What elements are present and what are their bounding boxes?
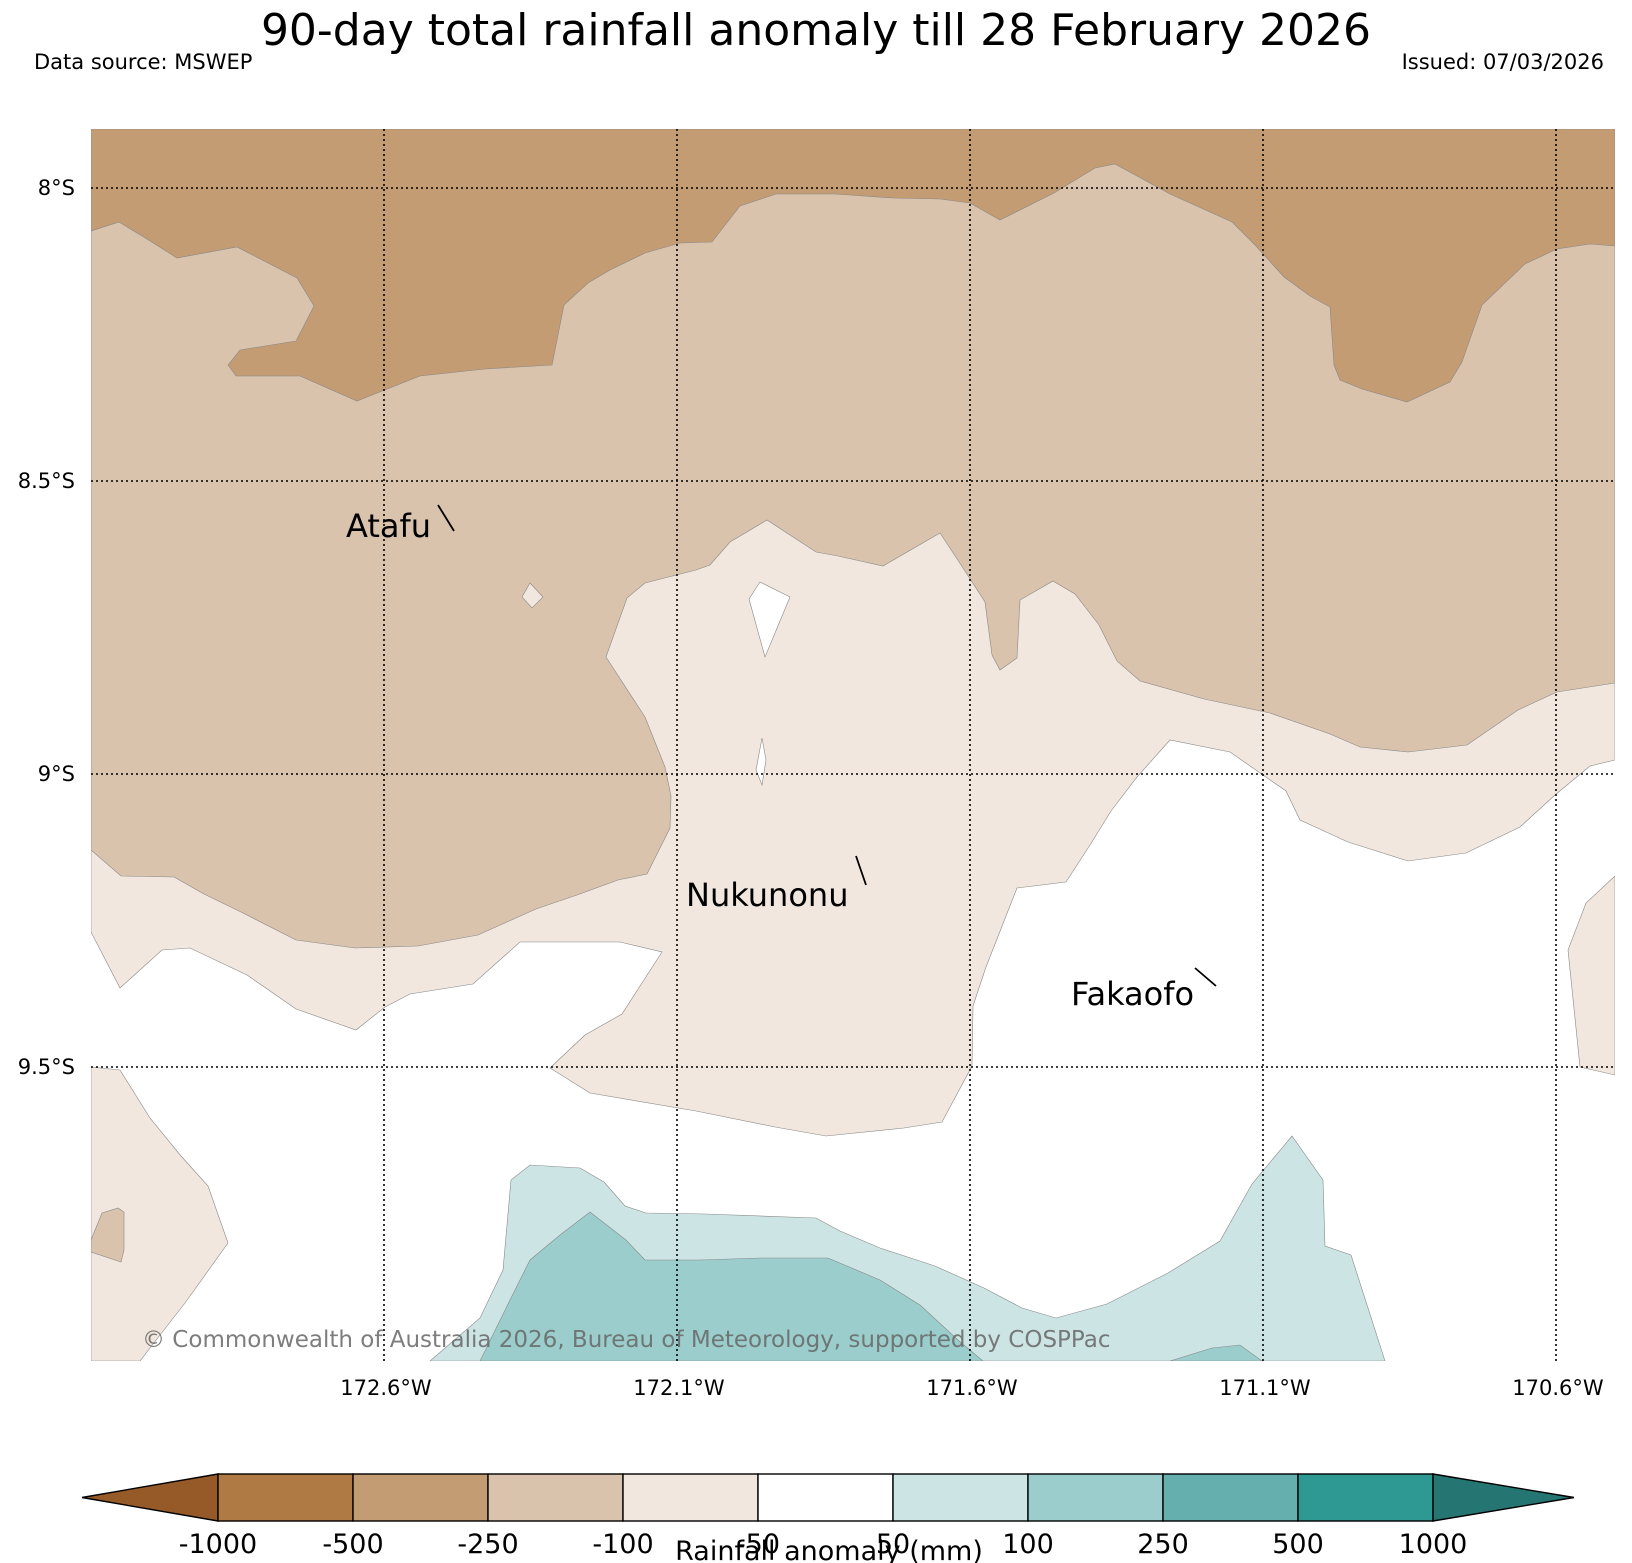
atoll-marker-nukunonu [855, 855, 867, 886]
anomaly-patch-white-2 [755, 737, 767, 787]
colorbar: -1000 -500 -250 -100 -50 50 100 250 500 1000 [81, 1473, 1575, 1560]
lat-label-8-5s: 8.5°S [18, 469, 75, 493]
anomaly-map: Atafu Nukunonu Fakaofo © Commonwealth of… [91, 129, 1615, 1361]
lat-label-8s: 8°S [38, 176, 75, 200]
atoll-marker-fakaofo [1194, 967, 1217, 987]
issued-date-label: Issued: 07/03/2026 [1401, 50, 1604, 74]
colorbar-segment-500-to-1000 [1297, 1473, 1434, 1522]
colorbar-tick-label: 1000 [1399, 1529, 1468, 1560]
colorbar-tick-label: -500 [322, 1529, 383, 1560]
colorbar-tick-label: -50 [736, 1529, 780, 1560]
colorbar-segment-neg100-to-neg50 [622, 1473, 759, 1522]
data-source-label: Data source: MSWEP [34, 50, 253, 74]
colorbar-segment-neg50-to-50 [757, 1473, 894, 1522]
anomaly-patch-100-250-south [1169, 1344, 1263, 1361]
anomaly-patch-tan-southwest [91, 1207, 125, 1263]
lon-label-171-1w: 171.1°W [1219, 1376, 1311, 1400]
colorbar-extend-low [81, 1473, 219, 1522]
colorbar-segment-neg500-to-neg250 [352, 1473, 489, 1522]
colorbar-tick-label: 50 [876, 1529, 910, 1560]
colorbar-segment-neg1000-to-neg500 [217, 1473, 354, 1522]
colorbar-tick-label: -100 [592, 1529, 653, 1560]
lat-label-9s: 9°S [38, 762, 75, 786]
colorbar-segment-neg250-to-neg100 [487, 1473, 624, 1522]
colorbar-tick-label: -250 [457, 1529, 518, 1560]
anomaly-region-100-250 [479, 1211, 984, 1361]
place-label-fakaofo: Fakaofo [1071, 975, 1194, 1013]
anomaly-patch-light-1 [521, 582, 544, 609]
atoll-marker-atafu [437, 504, 455, 532]
colorbar-segment-250-to-500 [1162, 1473, 1299, 1522]
colorbar-title: Rainfall anomaly (mm) [675, 1536, 983, 1563]
anomaly-patch-white-1 [748, 581, 791, 658]
colorbar-segment-50-to-100 [892, 1473, 1029, 1522]
anomaly-patch-light-east [1567, 875, 1615, 1076]
colorbar-segment-100-to-250 [1027, 1473, 1164, 1522]
lon-label-172-6w: 172.6°W [340, 1376, 432, 1400]
lat-label-9-5s: 9.5°S [18, 1055, 75, 1079]
colorbar-tick-label: 250 [1137, 1529, 1189, 1560]
graticule [91, 129, 1615, 1361]
lon-label-170-6w: 170.6°W [1512, 1376, 1604, 1400]
colorbar-extend-high [1432, 1473, 1575, 1522]
colorbar-tick-label: 100 [1002, 1529, 1054, 1560]
map-title: 90-day total rainfall anomaly till 28 Fe… [260, 5, 1372, 56]
anomaly-region-neg500-neg250 [91, 129, 1615, 403]
place-label-atafu: Atafu [346, 507, 431, 545]
lon-label-172-1w: 172.1°W [633, 1376, 725, 1400]
copyright-notice: © Commonwealth of Australia 2026, Bureau… [142, 1327, 1111, 1353]
colorbar-tick-label: 500 [1272, 1529, 1324, 1560]
anomaly-patch-light-southwest [91, 1066, 229, 1361]
colorbar-tick-label: -1000 [179, 1529, 257, 1560]
place-label-nukunonu: Nukunonu [686, 876, 848, 914]
lon-label-171-6w: 171.6°W [926, 1376, 1018, 1400]
